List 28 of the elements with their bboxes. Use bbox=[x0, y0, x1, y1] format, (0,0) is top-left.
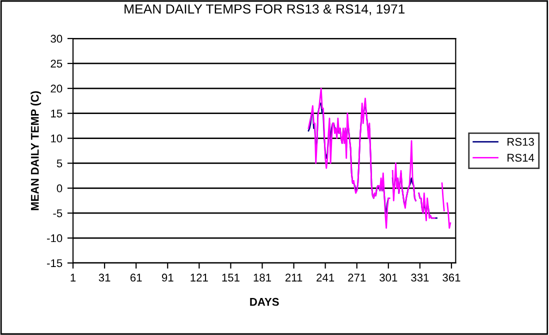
y-tick-label: -10 bbox=[47, 234, 62, 242]
y-tick-label: 30 bbox=[50, 34, 62, 43]
x-tick-label: 181 bbox=[254, 274, 271, 282]
legend-label: RS13 bbox=[508, 138, 534, 146]
x-tick-label: 271 bbox=[348, 274, 366, 282]
chart-title: MEAN DAILY TEMPS FOR RS13 & RS14, 1971 bbox=[124, 4, 405, 16]
x-tick-label: 361 bbox=[442, 274, 460, 282]
y-tick-label: 10 bbox=[51, 134, 62, 142]
x-tick-label: 151 bbox=[222, 274, 240, 282]
x-tick-label: 91 bbox=[162, 274, 174, 282]
y-tick-label: -15 bbox=[47, 259, 62, 268]
x-tick-label: 1 bbox=[70, 274, 76, 282]
y-tick-label: 25 bbox=[50, 60, 62, 68]
x-tick-label: 241 bbox=[316, 274, 334, 282]
y-axis-title: MEAN DAILY TEMP (C) bbox=[30, 91, 41, 210]
x-axis-title: DAYS bbox=[250, 298, 279, 306]
legend-label: RS14 bbox=[508, 154, 534, 162]
x-tick-label: 31 bbox=[98, 274, 110, 282]
y-tick-label: 0 bbox=[56, 184, 62, 192]
y-tick-label: -5 bbox=[53, 209, 62, 218]
y-tick-label: 15 bbox=[51, 110, 62, 118]
x-tick-label: 121 bbox=[190, 274, 208, 282]
y-tick-label: 20 bbox=[50, 84, 62, 93]
x-tick-label: 331 bbox=[411, 274, 429, 282]
x-tick-label: 211 bbox=[285, 274, 302, 282]
x-tick-label: 61 bbox=[130, 274, 142, 282]
x-tick-label: 301 bbox=[380, 274, 398, 282]
y-tick-label: 5 bbox=[56, 160, 62, 168]
